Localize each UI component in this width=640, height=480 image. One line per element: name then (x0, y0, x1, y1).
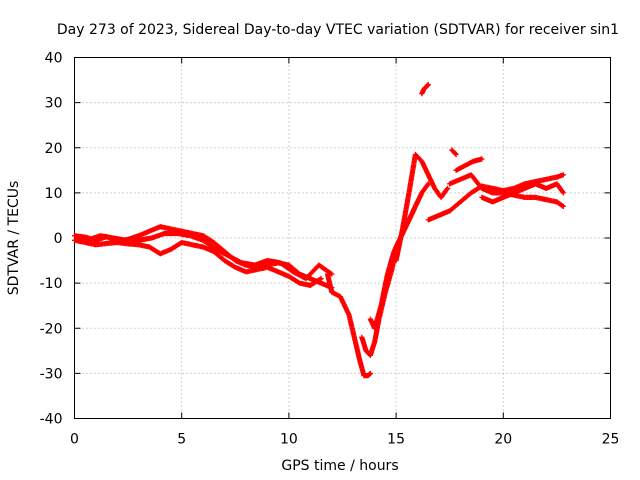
y-tick-label: 0 (54, 231, 63, 247)
marker-path (359, 199, 421, 358)
x-tick-label: 20 (494, 432, 512, 448)
ticks (74, 57, 611, 419)
y-tick-label: -30 (40, 366, 63, 382)
y-tick-label: 10 (45, 186, 63, 202)
chart-title: Day 273 of 2023, Sidereal Day-to-day VTE… (57, 22, 619, 38)
y-tick-label: -40 (40, 412, 63, 428)
y-tick-label: 20 (45, 141, 63, 157)
y-tick-label: 30 (45, 96, 63, 112)
y-axis-label: SDTVAR / TECUs (6, 181, 22, 296)
series-sat-l (453, 156, 485, 173)
y-tick-label: -20 (40, 321, 63, 337)
x-tick-label: 5 (177, 432, 186, 448)
series-sat-k (425, 172, 566, 223)
series-sat-c (76, 230, 335, 282)
marker-path (324, 271, 373, 379)
series-sat-b (71, 237, 324, 288)
y-tick-labels: -40 -30 -20 -10 0 10 20 30 40 (40, 51, 63, 428)
series-sat-m (479, 181, 566, 205)
marker-path (425, 172, 566, 223)
x-tick-label: 15 (387, 432, 405, 448)
grid (74, 57, 611, 419)
series-sat-e (359, 199, 421, 358)
marker-path (71, 237, 324, 288)
marker-path (453, 156, 485, 173)
marker-path (479, 181, 566, 205)
series-sat-d (324, 271, 373, 379)
marker-path (449, 147, 459, 158)
x-axis-label: GPS time / hours (281, 458, 398, 474)
x-tick-label: 10 (280, 432, 298, 448)
data-points (71, 82, 566, 379)
x-tick-labels: 0 5 10 15 20 25 (70, 432, 619, 448)
y-tick-label: -10 (40, 276, 63, 292)
x-tick-label: 25 (602, 432, 620, 448)
y-tick-label: 40 (45, 51, 63, 67)
series-sat-i (449, 147, 459, 158)
series-sat-g (393, 151, 451, 264)
x-tick-label: 0 (70, 432, 79, 448)
series-sat-h (419, 82, 431, 97)
marker-path (393, 151, 451, 264)
marker-path (419, 82, 431, 97)
marker-path (76, 230, 335, 282)
